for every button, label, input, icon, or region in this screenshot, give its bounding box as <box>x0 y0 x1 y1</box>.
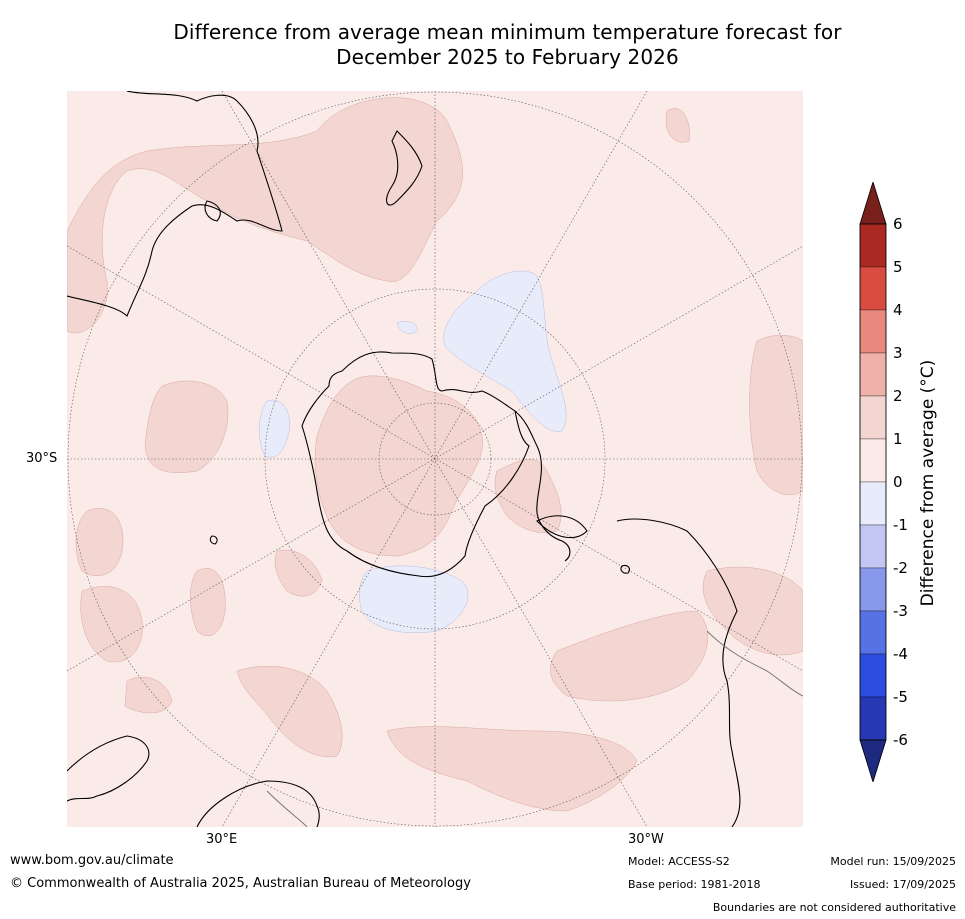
colorbar-band <box>859 266 887 311</box>
warm-patch-indian-5 <box>274 549 323 597</box>
footer-copyright: © Commonwealth of Australia 2025, Austra… <box>10 876 471 891</box>
warm-patch-north-east <box>665 108 690 143</box>
colorbar-tick-label: 4 <box>893 301 903 319</box>
warm-patch-indian-1 <box>75 508 124 577</box>
colorbar-label-text: Difference from average (°C) <box>918 359 938 607</box>
warm-patch-indian-3 <box>190 568 226 636</box>
lon-label-30w: 30°W <box>628 832 664 847</box>
new-zealand-coastline <box>386 130 423 206</box>
meridian-120w <box>67 245 803 672</box>
colorbar-tick-label: 0 <box>893 473 903 491</box>
colorbar-band <box>859 524 887 569</box>
patagonia-island <box>536 515 588 539</box>
australia-coastline <box>67 91 283 317</box>
colorbar-tick-label: -5 <box>893 688 908 706</box>
lon-label-30e: 30°E <box>206 832 238 847</box>
cool-patch-small <box>396 321 418 334</box>
title-line-2: December 2025 to February 2026 <box>336 45 679 69</box>
colorbar-under-arrow <box>859 739 887 784</box>
colorbar-graphic <box>859 180 887 784</box>
coastlines <box>67 91 741 827</box>
colorbar <box>858 180 918 784</box>
cool-patch-east-antarctic <box>259 399 290 458</box>
parallel-mid <box>264 288 606 630</box>
colorbar-tick-label: 1 <box>893 430 903 448</box>
colorbar-bands <box>859 223 887 741</box>
warm-patch-south-2 <box>386 726 638 812</box>
polar-map <box>67 91 803 827</box>
colorbar-band <box>859 567 887 612</box>
colorbar-band <box>859 653 887 698</box>
colorbar-tick-label: -3 <box>893 602 908 620</box>
africa-coastline <box>67 735 150 802</box>
warm-patch-south-1 <box>236 666 343 758</box>
map-panel <box>67 91 803 827</box>
colorbar-tick-label: 3 <box>893 344 903 362</box>
colorbar-band <box>859 352 887 397</box>
footer-base-period: Base period: 1981-2018 <box>628 878 761 891</box>
colorbar-tick-label: -4 <box>893 645 908 663</box>
footer-website[interactable]: www.bom.gov.au/climate <box>10 853 174 868</box>
falkland-island <box>620 564 630 574</box>
colorbar-tick-label: -2 <box>893 559 908 577</box>
footer-model-run: Model run: 15/09/2025 <box>830 855 956 868</box>
colorbar-band <box>859 610 887 655</box>
colorbar-tick-label: -1 <box>893 516 908 534</box>
kerguelen-island <box>209 535 218 545</box>
anomaly-cool-regions <box>259 270 567 634</box>
footer-model: Model: ACCESS-S2 <box>628 855 730 868</box>
warm-patch-atlantic-3 <box>749 335 803 496</box>
colorbar-band <box>859 223 887 268</box>
colorbar-outline <box>859 223 887 741</box>
footer-issued: Issued: 17/09/2025 <box>849 878 956 891</box>
colorbar-tick-label: 2 <box>893 387 903 405</box>
country-boundaries <box>266 630 803 827</box>
colorbar-over-arrow <box>859 180 887 225</box>
warm-patch-antarctica <box>314 375 483 557</box>
title-line-1: Difference from average mean minimum tem… <box>173 20 842 44</box>
antarctica-coastline <box>301 351 530 578</box>
warm-patch-indian-2 <box>80 586 143 663</box>
warm-patch-pacific-west <box>144 380 229 473</box>
warm-patch-drake <box>494 459 562 534</box>
colorbar-band <box>859 481 887 526</box>
south-africa-coastline <box>196 780 320 827</box>
graticule <box>67 91 803 827</box>
colorbar-tick-label: 6 <box>893 215 903 233</box>
colorbar-band <box>859 438 887 483</box>
boundary-africa <box>266 790 308 827</box>
colorbar-tick-label: 5 <box>893 258 903 276</box>
warm-patch-indian-4 <box>124 676 173 714</box>
footer-disclaimer: Boundaries are not considered authoritat… <box>712 901 956 914</box>
boundary-sa <box>706 630 803 697</box>
colorbar-band <box>859 395 887 440</box>
colorbar-band <box>859 696 887 741</box>
cool-patch-ross-sea <box>443 270 567 432</box>
south-america-coastline <box>616 518 741 827</box>
colorbar-tick-label: -6 <box>893 731 908 749</box>
antarctic-peninsula-coastline <box>514 410 571 562</box>
tasmania-island <box>204 200 221 222</box>
map-title: Difference from average mean minimum tem… <box>60 20 955 70</box>
lat-label-30s: 30°S <box>26 451 58 466</box>
cool-patch-weddell <box>359 565 469 634</box>
colorbar-band <box>859 309 887 354</box>
warm-patch-atlantic-1 <box>550 610 709 702</box>
